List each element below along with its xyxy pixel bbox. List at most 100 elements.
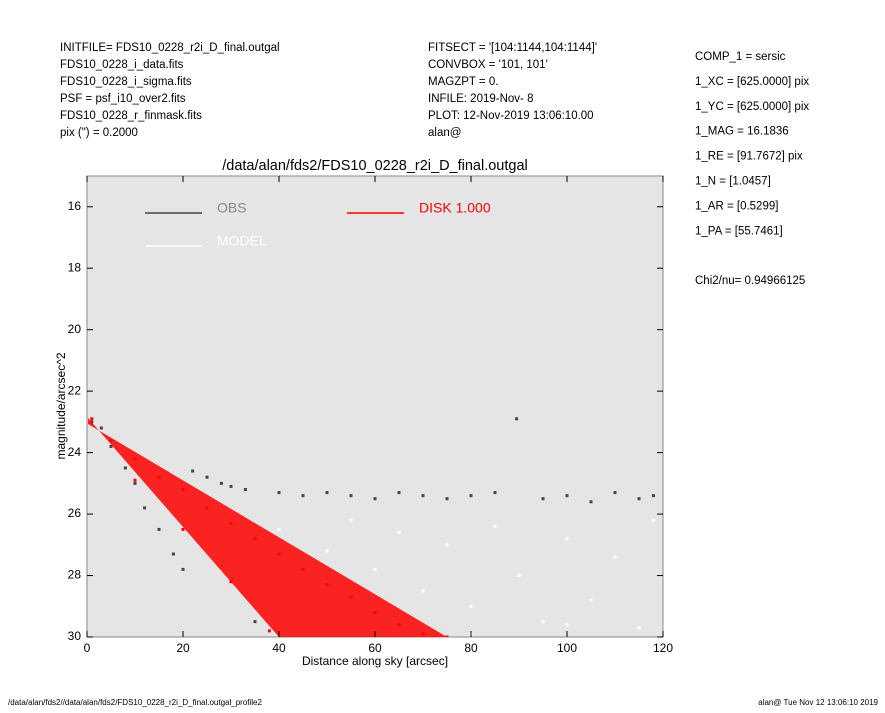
y-tick-label: 20: [68, 322, 82, 336]
legend-label: OBS: [217, 200, 247, 216]
header-line: INFILE: 2019-Nov- 8: [428, 93, 533, 105]
point: [373, 567, 377, 571]
point: [205, 475, 209, 479]
point: [349, 595, 353, 599]
x-tick-label: 120: [653, 641, 673, 655]
point: [541, 620, 545, 624]
point: [421, 589, 425, 593]
header-line: FDS10_0228_i_sigma.fits: [60, 76, 192, 88]
legend-label: MODEL: [217, 233, 267, 249]
point: [373, 497, 377, 501]
point: [143, 506, 147, 510]
header-line: CONVBOX = '101, 101': [428, 59, 548, 71]
point: [267, 629, 271, 633]
header-line: MAGZPT = 0.: [428, 76, 498, 88]
point: [109, 444, 113, 448]
header-line: alan@: [428, 127, 461, 139]
point: [651, 494, 655, 498]
point: [219, 481, 223, 485]
point: [90, 420, 94, 424]
point: [397, 491, 401, 495]
point: [181, 527, 185, 531]
footer-right: alan@ Tue Nov 12 13:06:10 2019: [758, 698, 878, 707]
header-line: INITFILE= FDS10_0228_r2i_D_final.outgal: [60, 42, 280, 54]
point: [277, 552, 281, 556]
footer-left: /data/alan/fds2//data/alan/fds2/FDS10_02…: [8, 698, 263, 707]
parameter: 1_MAG = 16.1836: [695, 126, 789, 138]
point: [253, 537, 257, 541]
point: [157, 475, 161, 479]
header-line: FDS10_0228_i_data.fits: [60, 59, 184, 71]
point: [229, 580, 233, 584]
disk-points: [90, 417, 449, 637]
point: [229, 521, 233, 525]
point: [301, 567, 305, 571]
point: [589, 598, 593, 602]
point: [325, 549, 329, 553]
point: [469, 604, 473, 608]
point: [133, 481, 137, 485]
point: [349, 494, 353, 498]
point: [613, 555, 617, 559]
y-tick-label: 26: [68, 506, 82, 520]
point: [133, 478, 137, 482]
plot-area: [86, 175, 664, 638]
point: [517, 574, 521, 578]
point: [373, 610, 377, 614]
x-axis-label: Distance along sky [arcsec]: [302, 654, 448, 668]
point: [589, 500, 593, 504]
parameter: 1_RE = [91.7672] pix: [695, 151, 803, 163]
disk-region: [88, 418, 447, 637]
point: [397, 623, 401, 627]
point: [99, 426, 103, 430]
point: [181, 567, 185, 571]
point: [445, 543, 449, 547]
point: [445, 635, 449, 637]
parameter: COMP_1 = sersic: [695, 51, 786, 63]
point: [123, 466, 127, 470]
x-tick-label: 100: [557, 641, 577, 655]
y-tick-label: 24: [68, 445, 82, 459]
point: [515, 417, 519, 421]
x-tick-label: 60: [368, 641, 382, 655]
point: [191, 469, 195, 473]
point: [181, 487, 185, 491]
parameter: 1_YC = [625.0000] pix: [695, 101, 809, 113]
chi2: Chi2/nu= 0.94966125: [695, 275, 805, 287]
header-line: PLOT: 12-Nov-2019 13:06:10.00: [428, 110, 594, 122]
x-tick-label: 80: [464, 641, 478, 655]
chart-title: /data/alan/fds2/FDS10_0228_r2i_D_final.o…: [222, 158, 528, 174]
point: [277, 491, 281, 495]
y-tick-label: 22: [68, 383, 82, 397]
x-tick-label: 40: [272, 641, 286, 655]
point: [301, 494, 305, 498]
header-line: pix (") = 0.2000: [60, 127, 138, 139]
points: [90, 417, 655, 636]
point: [277, 527, 281, 531]
point: [637, 626, 641, 630]
parameter: 1_XC = [625.0000] pix: [695, 76, 809, 88]
point: [243, 487, 247, 491]
point: [133, 457, 137, 461]
point: [421, 494, 425, 498]
point: [229, 484, 233, 488]
point: [493, 491, 497, 495]
point: [171, 552, 175, 556]
point: [325, 583, 329, 587]
header-line: PSF = psf_i10_over2.fits: [60, 93, 186, 105]
point: [445, 497, 449, 501]
legend-label: DISK 1.000: [419, 200, 491, 216]
point: [325, 491, 329, 495]
point: [109, 438, 113, 442]
point: [397, 531, 401, 535]
point: [349, 518, 353, 522]
point: [565, 494, 569, 498]
point: [90, 417, 94, 421]
header-line: FITSECT = '[104:1144,104:1144]': [428, 42, 597, 54]
point: [613, 491, 617, 495]
point: [421, 632, 425, 636]
point: [493, 524, 497, 528]
point: [541, 497, 545, 501]
point: [469, 494, 473, 498]
